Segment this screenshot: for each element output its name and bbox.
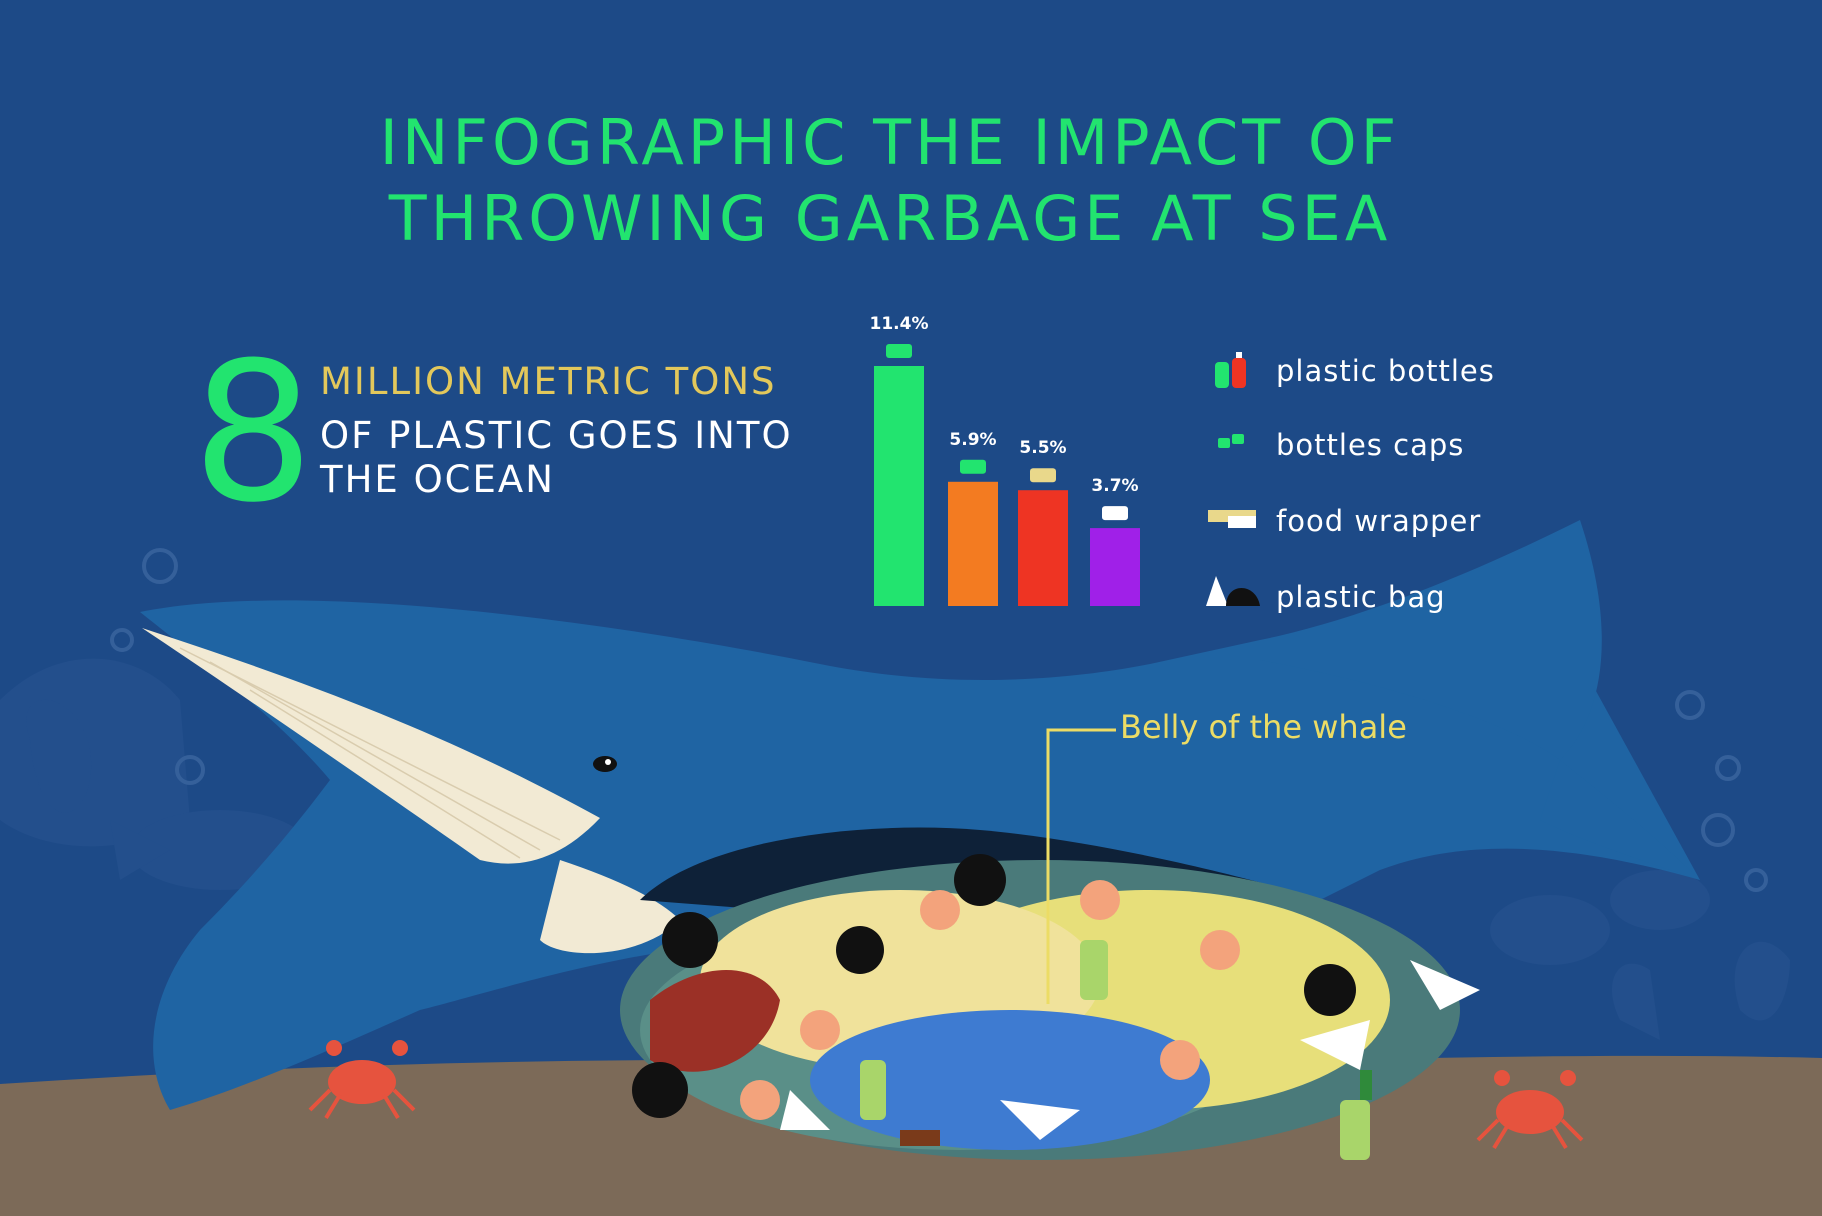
bar-value-label: 5.5% [1019, 438, 1067, 459]
bar-plastic-bag [1090, 528, 1140, 606]
title-line-2: THROWING GARBAGE AT SEA [388, 182, 1392, 255]
background-silhouettes [0, 658, 1790, 1040]
bar-food-wrapper [1018, 490, 1068, 606]
belly-annotation: Belly of the whale [1120, 708, 1407, 746]
bottle-caps-icon [1218, 434, 1244, 448]
food-wrapper-icon [1030, 468, 1056, 483]
plastic-bag-icon [1206, 576, 1260, 606]
garbage-pile [620, 854, 1480, 1160]
stat-line-1: MILLION METRIC TONS [320, 360, 777, 403]
bar-chart [874, 344, 1140, 606]
bar-value-label: 5.9% [949, 429, 997, 450]
bar-plastic-bottles [874, 366, 924, 606]
legend-label-caps: bottles caps [1276, 428, 1465, 462]
crab-right [1476, 1070, 1584, 1150]
belly-leader-line [1046, 728, 1116, 1004]
plastic-bottles-icon [1215, 352, 1246, 388]
legend-label-wrapper: food wrapper [1276, 504, 1482, 538]
bubbles [110, 548, 1768, 892]
legend-label-bottles: plastic bottles [1276, 354, 1495, 388]
bar-value-label: 11.4% [869, 314, 929, 334]
crab-left [308, 1040, 416, 1120]
plastic-bottles-icon [886, 344, 912, 358]
bar-value-label: 3.7% [1091, 476, 1139, 497]
stat-line-3: THE OCEAN [320, 458, 555, 501]
stat-number: 8 [192, 322, 315, 545]
bar-bottle-caps [948, 481, 998, 606]
legend [1206, 352, 1260, 606]
bottle-caps-icon [960, 459, 986, 474]
stat-line-2: OF PLASTIC GOES INTO [320, 414, 793, 457]
food-wrapper-icon [1208, 510, 1256, 528]
title-line-1: INFOGRAPHIC THE IMPACT OF [379, 106, 1401, 179]
legend-label-bag: plastic bag [1276, 580, 1446, 614]
plastic-bag-icon [1102, 506, 1128, 521]
